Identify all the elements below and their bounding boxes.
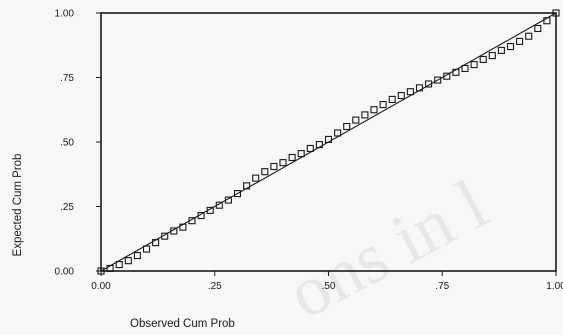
data-point-marker — [170, 227, 178, 235]
data-point-marker — [352, 116, 360, 124]
data-point-marker — [470, 61, 478, 69]
data-point-marker — [279, 159, 287, 167]
data-point-marker — [461, 64, 469, 73]
data-point-marker — [388, 95, 396, 103]
data-point-marker — [233, 190, 242, 198]
data-point-marker — [124, 257, 132, 265]
data-point-marker — [142, 245, 151, 253]
data-point-marker — [252, 174, 260, 182]
data-point-marker — [152, 239, 160, 247]
data-point-marker — [534, 24, 542, 33]
data-point-marker — [415, 84, 424, 92]
data-point-marker — [215, 201, 223, 209]
data-point-marker — [115, 260, 123, 269]
y-tick-label: .25 — [60, 202, 74, 213]
data-points — [97, 9, 560, 275]
data-point-marker — [197, 211, 205, 220]
data-point-marker — [324, 135, 333, 143]
data-point-marker — [543, 17, 551, 25]
x-axis-title: Observed Cum Prob — [130, 318, 235, 330]
data-point-marker — [224, 196, 232, 204]
data-point-marker — [516, 37, 524, 45]
data-point-marker — [161, 232, 169, 240]
data-point-marker — [206, 206, 214, 214]
x-tick-label: .25 — [208, 281, 222, 292]
data-point-marker — [243, 182, 251, 190]
x-tick-label: 1.00 — [546, 281, 563, 292]
data-point-marker — [479, 55, 487, 63]
data-point-marker — [452, 68, 460, 76]
data-point-marker — [506, 42, 515, 51]
svg-text:ons in l: ons in l — [275, 164, 500, 334]
data-point-marker — [379, 101, 387, 109]
data-point-marker — [334, 129, 342, 137]
data-point-marker — [525, 32, 533, 40]
data-point-marker — [97, 267, 105, 275]
data-point-marker — [488, 52, 496, 60]
data-point-marker — [406, 88, 414, 96]
data-point-marker — [425, 80, 433, 88]
x-tick-label: .75 — [435, 281, 449, 292]
data-point-marker — [297, 150, 305, 158]
data-point-marker — [188, 217, 196, 225]
x-tick-label: .50 — [322, 281, 336, 292]
x-tick-label: 0.00 — [91, 281, 111, 292]
y-axis-title: Expected Cum Prob — [12, 154, 24, 257]
data-point-marker — [261, 168, 269, 176]
y-tick-label: .50 — [60, 138, 74, 149]
data-point-marker — [370, 106, 378, 114]
data-point-marker — [133, 251, 141, 260]
data-point-marker — [179, 223, 187, 231]
data-point-marker — [434, 76, 442, 84]
data-point-marker — [361, 111, 369, 119]
x-axis-ticks: 0.00 .25 .50 .75 1.00 — [91, 271, 563, 292]
data-point-marker — [270, 162, 278, 171]
data-point-marker — [306, 144, 314, 152]
data-point-marker — [397, 92, 405, 100]
watermark: ons in l — [275, 164, 500, 334]
data-point-marker — [106, 264, 114, 272]
data-point-marker — [497, 46, 505, 54]
data-point-marker — [552, 9, 560, 17]
y-tick-label: 1.00 — [55, 9, 75, 20]
y-axis-ticks: 0.00 .25 .50 .75 1.00 — [55, 9, 101, 278]
data-point-marker — [343, 122, 351, 131]
data-point-marker — [288, 153, 296, 162]
data-point-marker — [315, 141, 323, 149]
y-tick-label: 0.00 — [55, 267, 75, 278]
y-tick-label: .75 — [60, 73, 74, 84]
data-point-marker — [443, 72, 451, 80]
